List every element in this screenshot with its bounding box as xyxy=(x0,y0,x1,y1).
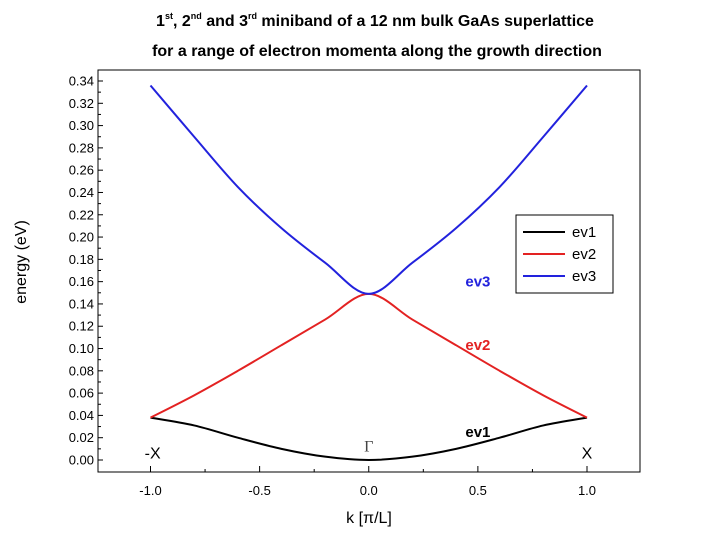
title-part: and 3 xyxy=(202,13,248,30)
x-axis: -1.0 -0.5 0.0 0.5 1.0 xyxy=(139,466,596,498)
annotation-minus-x: -X xyxy=(145,445,161,462)
title-part: miniband of a 12 nm bulk GaAs superlatti… xyxy=(257,13,594,30)
annotation-ev3: ev3 xyxy=(465,274,490,291)
y-tick-label: 0.00 xyxy=(69,453,94,468)
annotation-ev2: ev2 xyxy=(465,337,490,354)
x-axis-label: k [π/L] xyxy=(346,510,392,527)
annotation-x: X xyxy=(582,445,593,462)
annotations: ev3 ev2 ev1 -X Γ X xyxy=(145,274,593,463)
x-tick-label: 1.0 xyxy=(578,483,596,498)
chart-title-line2: for a range of electron momenta along th… xyxy=(152,43,602,60)
y-tick-label: 0.24 xyxy=(69,185,94,200)
legend-label-ev3: ev3 xyxy=(572,268,596,285)
annotation-gamma: Γ xyxy=(364,439,373,456)
y-tick-label: 0.04 xyxy=(69,408,94,423)
title-part: st xyxy=(165,11,173,21)
y-axis: 0.00 0.02 0.04 0.06 0.08 0.10 0.12 0.14 0.16 0.18… xyxy=(69,74,103,468)
x-tick-label: -1.0 xyxy=(139,483,161,498)
legend-label-ev1: ev1 xyxy=(572,224,596,241)
title-part: nd xyxy=(191,11,202,21)
x-tick-label: -0.5 xyxy=(248,483,270,498)
series-line-ev3 xyxy=(149,84,588,295)
y-tick-label: 0.12 xyxy=(69,319,94,334)
y-tick-label: 0.20 xyxy=(69,230,94,245)
y-tick-label: 0.06 xyxy=(69,386,94,401)
chart-title-line1: 1st, 2nd and 3rd miniband of a 12 nm bul… xyxy=(156,11,594,30)
y-tick-label: 0.26 xyxy=(69,163,94,178)
x-tick-label: 0.0 xyxy=(360,483,378,498)
series-line-ev2 xyxy=(150,292,588,419)
y-tick-label: 0.32 xyxy=(69,96,94,111)
y-tick-label: 0.14 xyxy=(69,296,94,311)
title-part: 1 xyxy=(156,13,165,30)
series-lines xyxy=(149,84,588,461)
y-axis-label: energy (eV) xyxy=(13,220,30,304)
y-tick-label: 0.28 xyxy=(69,140,94,155)
annotation-ev1: ev1 xyxy=(465,424,490,441)
series-line-ev1 xyxy=(150,416,588,461)
y-tick-label: 0.34 xyxy=(69,74,94,89)
y-tick-label: 0.22 xyxy=(69,207,94,222)
title-part: rd xyxy=(248,11,257,21)
y-tick-label: 0.02 xyxy=(69,430,94,445)
legend: ev1 ev2 ev3 xyxy=(515,214,614,294)
y-tick-label: 0.08 xyxy=(69,363,94,378)
y-tick-label: 0.10 xyxy=(69,341,94,356)
legend-label-ev2: ev2 xyxy=(572,246,596,263)
title-part: , 2 xyxy=(173,13,191,30)
y-tick-label: 0.30 xyxy=(69,118,94,133)
x-tick-label: 0.5 xyxy=(469,483,487,498)
y-tick-label: 0.16 xyxy=(69,274,94,289)
y-tick-label: 0.18 xyxy=(69,252,94,267)
